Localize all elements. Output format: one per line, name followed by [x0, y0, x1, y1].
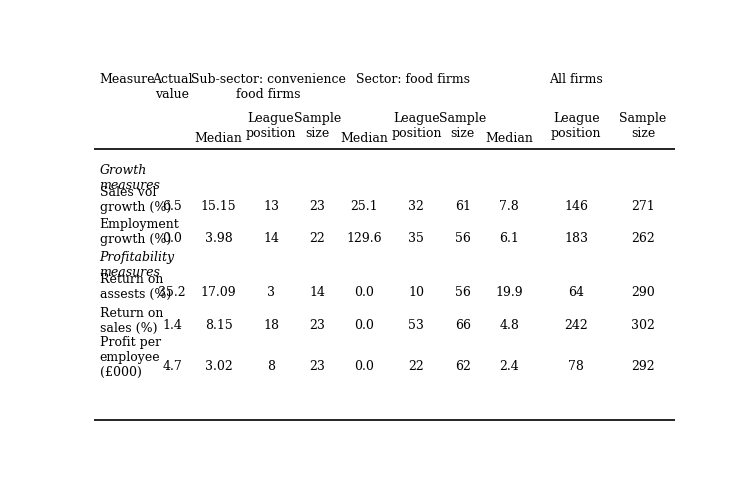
Text: Employment
growth (%): Employment growth (%) [100, 218, 179, 246]
Text: 6.5: 6.5 [162, 200, 182, 213]
Text: 8: 8 [267, 361, 275, 374]
Text: 0.0: 0.0 [354, 361, 374, 374]
Text: Sales vol
growth (%): Sales vol growth (%) [100, 186, 171, 214]
Text: Sector: food firms: Sector: food firms [356, 73, 470, 86]
Text: 32: 32 [409, 200, 424, 213]
Text: 18: 18 [263, 320, 279, 333]
Text: 78: 78 [568, 361, 584, 374]
Text: Sample
size: Sample size [620, 112, 667, 140]
Text: 15.15: 15.15 [201, 200, 236, 213]
Text: 3: 3 [267, 286, 275, 299]
Text: 242: 242 [564, 320, 588, 333]
Text: 22: 22 [310, 231, 326, 244]
Text: 17.09: 17.09 [201, 286, 236, 299]
Text: Median: Median [340, 132, 388, 145]
Text: 14: 14 [310, 286, 326, 299]
Text: All firms: All firms [549, 73, 603, 86]
Text: 25.1: 25.1 [350, 200, 378, 213]
Text: League
position: League position [246, 112, 296, 140]
Text: 0.0: 0.0 [354, 286, 374, 299]
Text: Median: Median [485, 132, 533, 145]
Text: 183: 183 [564, 231, 588, 244]
Text: 62: 62 [455, 361, 471, 374]
Text: 35.2: 35.2 [158, 286, 186, 299]
Text: 0.0: 0.0 [354, 320, 374, 333]
Text: League
position: League position [391, 112, 442, 140]
Text: 53: 53 [409, 320, 424, 333]
Text: 19.9: 19.9 [496, 286, 524, 299]
Text: Measure: Measure [100, 73, 155, 86]
Text: 23: 23 [310, 361, 326, 374]
Text: 14: 14 [263, 231, 279, 244]
Text: Sample
size: Sample size [294, 112, 341, 140]
Text: 23: 23 [310, 320, 326, 333]
Text: Growth
measures: Growth measures [100, 163, 160, 192]
Text: 6.1: 6.1 [500, 231, 519, 244]
Text: 13: 13 [263, 200, 279, 213]
Text: 290: 290 [632, 286, 655, 299]
Text: League
position: League position [551, 112, 602, 140]
Text: 7.8: 7.8 [500, 200, 519, 213]
Text: 56: 56 [455, 231, 471, 244]
Text: Return on
assests (%): Return on assests (%) [100, 273, 171, 301]
Text: Sample
size: Sample size [440, 112, 487, 140]
Text: 64: 64 [568, 286, 584, 299]
Text: 4.7: 4.7 [162, 361, 182, 374]
Text: 271: 271 [632, 200, 655, 213]
Text: 23: 23 [310, 200, 326, 213]
Text: 61: 61 [454, 200, 471, 213]
Text: Profitability
measures: Profitability measures [100, 251, 175, 279]
Text: 2.4: 2.4 [500, 361, 519, 374]
Text: 262: 262 [632, 231, 655, 244]
Text: Sub-sector: convenience
food firms: Sub-sector: convenience food firms [190, 73, 346, 101]
Text: Return on
sales (%): Return on sales (%) [100, 307, 163, 335]
Text: 8.15: 8.15 [205, 320, 232, 333]
Text: 302: 302 [631, 320, 655, 333]
Text: Actual
value: Actual value [152, 73, 193, 101]
Text: Median: Median [195, 132, 243, 145]
Text: 4.8: 4.8 [500, 320, 519, 333]
Text: 35: 35 [409, 231, 424, 244]
Text: 22: 22 [409, 361, 424, 374]
Text: 129.6: 129.6 [346, 231, 382, 244]
Text: Profit per
employee
(£000): Profit per employee (£000) [100, 336, 160, 379]
Text: 56: 56 [455, 286, 471, 299]
Text: 146: 146 [564, 200, 588, 213]
Text: 3.02: 3.02 [205, 361, 232, 374]
Text: 1.4: 1.4 [162, 320, 182, 333]
Text: 10: 10 [408, 286, 424, 299]
Text: 66: 66 [454, 320, 471, 333]
Text: 292: 292 [632, 361, 655, 374]
Text: 0.0: 0.0 [162, 231, 182, 244]
Text: 3.98: 3.98 [205, 231, 232, 244]
